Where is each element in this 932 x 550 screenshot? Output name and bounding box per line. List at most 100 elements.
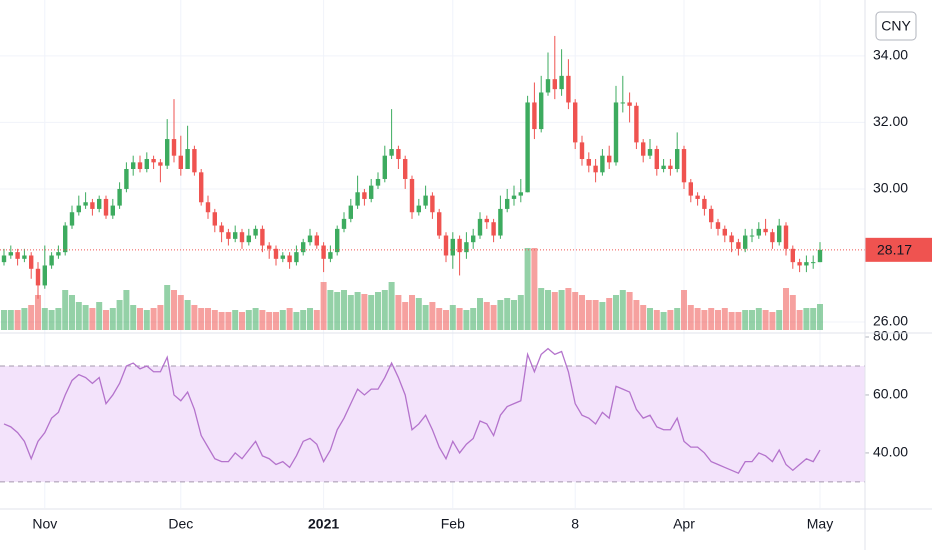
candle-body (151, 159, 156, 163)
x-tick-label: Apr (673, 516, 695, 532)
candle-body (246, 235, 251, 243)
candle-body (654, 149, 659, 169)
volume-bar (531, 248, 538, 330)
candle-body (702, 198, 707, 209)
volume-bar (443, 310, 449, 330)
candle-body (661, 165, 666, 169)
candle-body (335, 228, 340, 253)
volume-bar (137, 308, 143, 330)
volume-bar (62, 290, 69, 330)
candle-body (375, 178, 381, 186)
y-tick-label: 34.00 (873, 47, 908, 63)
candle-body (219, 225, 224, 233)
volume-bar (307, 308, 313, 330)
volume-bar (28, 305, 35, 330)
y-tick-label: 60.00 (873, 386, 908, 402)
candle-body (518, 192, 523, 196)
candle-body (736, 242, 741, 249)
candle-body (715, 222, 721, 229)
volume-bar (402, 302, 409, 330)
volume-bar (728, 312, 735, 330)
candle-body (328, 252, 333, 259)
volume-bar (490, 305, 497, 330)
candle-body (586, 159, 591, 166)
candle-body (552, 79, 557, 90)
candle-body (124, 168, 129, 189)
x-tick-label: 2021 (308, 516, 339, 532)
candle-body (749, 235, 755, 237)
volume-bar (347, 295, 354, 330)
volume-bar (225, 312, 232, 330)
volume-bar (184, 300, 191, 330)
candle-body (756, 228, 761, 236)
volume-bar (109, 308, 116, 330)
volume-bar (35, 295, 41, 330)
rsi-line (3, 347, 821, 475)
candle-body (641, 142, 646, 156)
volume-bar (565, 288, 572, 330)
candle-body (790, 248, 795, 263)
volume-bar (103, 310, 109, 330)
volume-bar (715, 310, 721, 330)
volume-bar (279, 310, 286, 330)
candle-body (226, 232, 231, 239)
candle-body (668, 165, 673, 169)
y-tick-label: 40.00 (873, 444, 908, 460)
volume-bar (599, 302, 606, 330)
candle-body (607, 155, 612, 163)
volume-bar (606, 298, 613, 330)
volume-bar (817, 304, 823, 330)
candle-body (743, 235, 748, 249)
candle-body (430, 195, 435, 213)
volume-bar (749, 310, 755, 330)
candle-body (199, 172, 204, 203)
candle-body (83, 202, 88, 206)
candle-body (484, 218, 489, 223)
x-tick-label: May (807, 516, 833, 532)
candle-body (620, 102, 625, 104)
volume-bar (742, 310, 749, 330)
candle-body (158, 162, 163, 166)
candle-body (22, 255, 27, 259)
candle-body (498, 208, 503, 236)
candle-body (382, 155, 387, 179)
candle-body (579, 142, 585, 160)
last-price-box (865, 237, 932, 262)
volume-bar (701, 310, 708, 330)
candle-body (647, 149, 653, 156)
volume-bar (796, 310, 803, 330)
candle-body (817, 249, 823, 263)
currency-box[interactable] (875, 11, 917, 41)
candle-body (137, 162, 143, 169)
candle-body (185, 149, 190, 169)
candle-body (233, 232, 238, 239)
volume-bar (82, 305, 89, 330)
candle-body (416, 205, 421, 213)
candle-body (600, 155, 605, 173)
volume-bar (205, 308, 211, 330)
candle-body (42, 265, 47, 286)
volume-bar (504, 298, 511, 330)
volume-bar (191, 305, 198, 330)
currency-label: CNY (881, 18, 911, 34)
volume-bar (497, 300, 504, 330)
candle-body (239, 232, 245, 243)
volume-bar (735, 312, 742, 330)
candle-body (627, 102, 632, 106)
volume-bar (157, 305, 164, 330)
candle-body (280, 255, 285, 259)
candle-body (396, 149, 401, 160)
volume-bar (388, 282, 395, 330)
candle-body (165, 139, 170, 166)
plot: Nov Dec 2021 Feb 8 Apr May 26.00 30.00 32.00 34.00… (0, 0, 908, 532)
candle-body (8, 252, 13, 256)
candle-body (695, 195, 700, 199)
volume-bar (477, 298, 483, 330)
volume-bar (415, 298, 422, 330)
volume-bar (449, 305, 456, 330)
candle-body (35, 268, 41, 286)
candle-body (770, 232, 775, 243)
candle-body (729, 235, 734, 243)
volume-bar (361, 294, 368, 330)
